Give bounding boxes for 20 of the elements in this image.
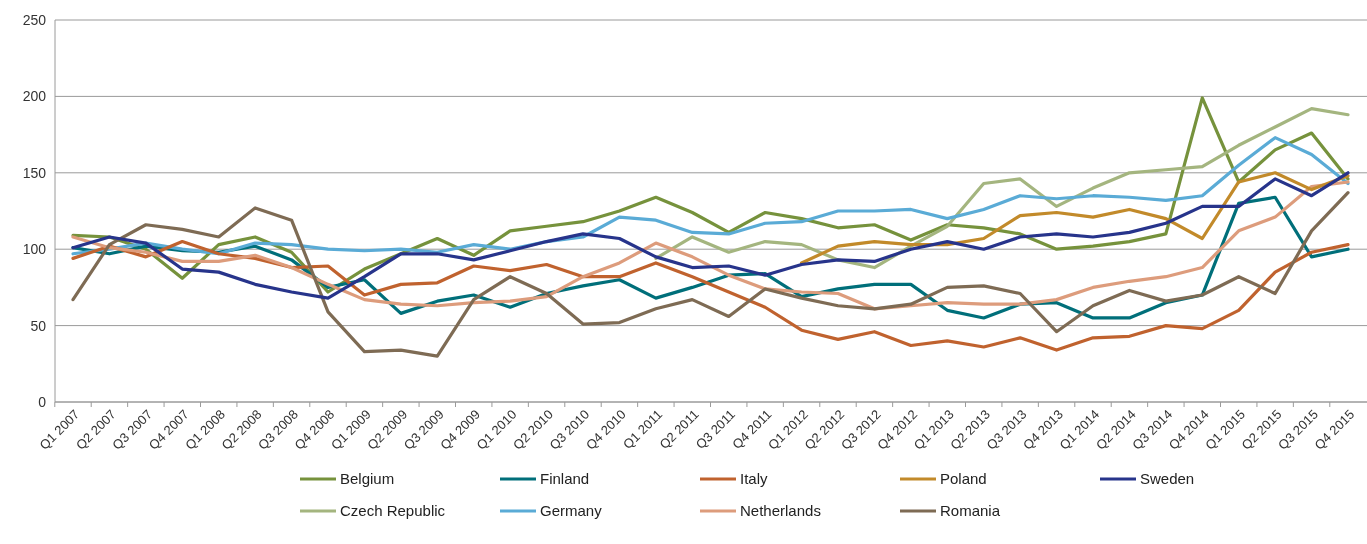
y-tick-label: 0 (38, 393, 47, 410)
legend-label: Sweden (1140, 470, 1195, 488)
y-tick-label: 150 (22, 164, 47, 181)
legend-label: Finland (540, 470, 590, 488)
legend-label: Belgium (340, 470, 395, 488)
legend-label: Poland (940, 470, 987, 488)
line-series (654, 107, 1350, 270)
line-series (71, 136, 1350, 256)
y-tick-label: 50 (30, 317, 47, 334)
y-tick-label: 250 (22, 11, 47, 28)
legend-label: Italy (740, 470, 769, 488)
y-tick-label: 100 (22, 241, 47, 258)
line-series (71, 191, 1350, 358)
legend-label: Netherlands (740, 502, 821, 520)
legend-label: Germany (540, 502, 603, 520)
y-tick-label: 200 (22, 88, 47, 105)
line-series (71, 239, 1350, 352)
legend-label: Romania (940, 502, 1001, 520)
line-series (799, 171, 1350, 265)
legend-label: Czech Republic (340, 502, 446, 520)
